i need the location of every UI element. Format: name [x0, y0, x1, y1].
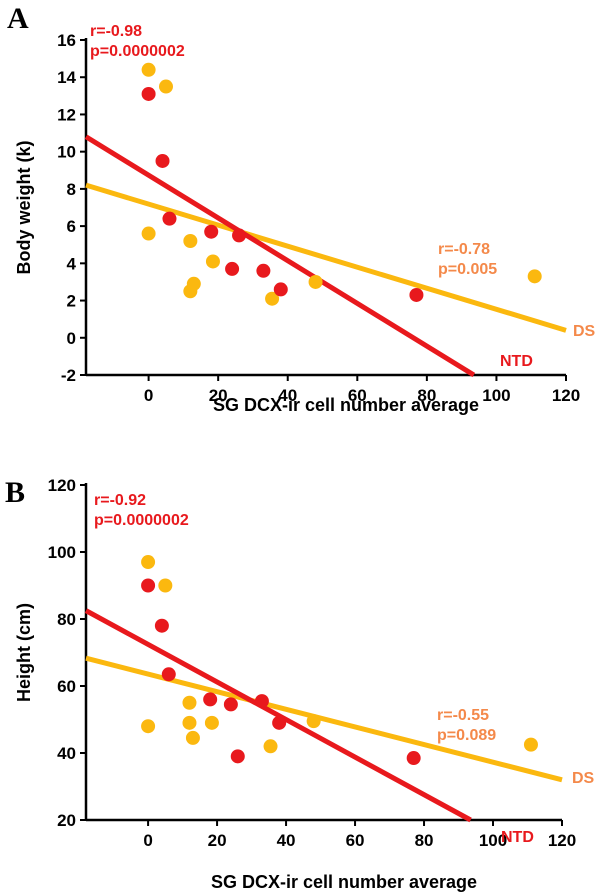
panel-a-letter: A [7, 2, 29, 35]
panel-b-point-ds [306, 714, 321, 729]
panel-a-y-tick-label: 4 [67, 254, 77, 273]
panel-b-p-value-ntd: p=0.0000002 [94, 512, 189, 529]
panel-b-point-ntd [254, 694, 269, 709]
panel-b-y-tick-label: 80 [57, 610, 76, 629]
panel-b-point-ntd [223, 697, 238, 712]
panel-b-point-ntd [406, 751, 421, 766]
panel-a-point-ntd [204, 224, 219, 239]
panel-b-letter: B [5, 476, 25, 509]
panel-a-p-value-ntd: p=0.0000002 [90, 43, 185, 60]
panel-b-point-ntd [141, 578, 156, 593]
panel-a-point-ntd [273, 282, 288, 297]
panel-b-point-ds [141, 719, 156, 734]
panel-a-y-tick-label: 6 [67, 217, 76, 236]
panel-b-point-ds [158, 578, 173, 593]
panel-b-y-tick-label: 120 [48, 476, 76, 495]
panel-b-point-ds [263, 739, 278, 754]
panel-a-x-tick-label: 100 [482, 386, 510, 405]
panel-b-x-axis-title: SG DCX-ir cell number average [211, 872, 477, 892]
panel-a-r-value-ntd: r=-0.98 [90, 23, 142, 40]
panel-a-point-ds [205, 254, 220, 269]
panel-a-x-tick-label: 20 [209, 386, 228, 405]
panel-b-x-tick-label: 20 [208, 831, 227, 850]
panel-b-y-tick-label: 20 [57, 811, 76, 830]
panel-a-y-tick-label: 10 [57, 143, 76, 162]
panel-b-point-ds [204, 715, 219, 730]
panel-a-point-ds [141, 62, 156, 77]
panel-b-r-value-ntd: r=-0.92 [94, 492, 146, 509]
panel-b-y-tick-label: 100 [48, 543, 76, 562]
panel-b-point-ntd [272, 715, 287, 730]
panel-a-y-axis-title: Body weight (k) [14, 140, 34, 274]
panel-a-point-ntd [409, 287, 424, 302]
panel-a-line-label-ntd: NTD [500, 353, 533, 370]
panel-b-p-value-ds: p=0.089 [437, 727, 496, 744]
panel-a-point-ds [159, 79, 173, 94]
panel-b-point-ntd [203, 692, 218, 707]
panel-a-y-tick-label: 16 [57, 31, 76, 50]
panel-a-point-ds [141, 226, 156, 241]
panel-a-y-tick-label: 2 [67, 292, 76, 311]
panel-b-point-ds [523, 737, 538, 752]
panel-a-y-tick-label: 14 [57, 68, 76, 87]
panel-a-point-ntd [162, 211, 177, 226]
panel-a-point-ds [183, 234, 198, 248]
panel-b-line-label-ds: DS [572, 770, 595, 787]
panel-b-point-ntd [154, 618, 169, 633]
panel-b-x-tick-label: 80 [415, 831, 434, 850]
panel-a-fit-line-ds [85, 182, 567, 333]
panel-a-point-ntd [141, 86, 156, 101]
panel-b-y-tick-label: 40 [57, 744, 76, 763]
panel-a-point-ntd [225, 261, 240, 276]
panel-a-x-tick-label: 60 [348, 386, 367, 405]
panel-b-x-tick-label: 40 [277, 831, 296, 850]
panel-a-point-ntd [155, 153, 170, 168]
panel-b-x-tick-label: 120 [548, 831, 576, 850]
panel-a-line-label-ds: DS [573, 323, 596, 340]
panel-b-point-ntd [161, 667, 176, 682]
panel-a-point-ds [186, 276, 201, 291]
panel-b-x-tick-label: 60 [346, 831, 365, 850]
panel-b-point-ds [185, 730, 200, 745]
panel-b-x-tick-label: 0 [143, 831, 152, 850]
panel-a-fit-line-ntd [84, 134, 476, 378]
panel-a-x-tick-label: 80 [417, 386, 436, 405]
panel-b-r-value-ds: r=-0.55 [437, 707, 489, 724]
panel-a-point-ds [527, 269, 542, 284]
panel-a-point-ntd [256, 263, 271, 278]
panel-b-x-tick-label: 100 [479, 831, 507, 850]
panel-a-r-value-ds: r=-0.78 [438, 241, 490, 258]
panel-a-y-tick-label: 12 [57, 105, 76, 124]
panel-a-y-tick-label: 8 [67, 180, 76, 199]
panel-b-point-ds [182, 715, 197, 730]
panel-a-x-tick-label: 0 [144, 386, 153, 405]
panel-b-y-axis-title: Height (cm) [14, 603, 34, 702]
panel-a-x-tick-label: 120 [552, 386, 580, 405]
panel-a-point-ntd [232, 228, 247, 243]
panel-a-x-axis-title: SG DCX-ir cell number average [213, 395, 479, 415]
panel-b-line-label-ntd: NTD [501, 829, 534, 846]
panel-b-point-ds [141, 555, 156, 570]
panel-a-p-value-ds: p=0.005 [438, 261, 497, 278]
panel-b-point-ds [182, 695, 197, 710]
panel-a-point-ds [308, 274, 323, 289]
panel-a-x-tick-label: 40 [278, 386, 297, 405]
panel-b-fit-line-ntd [84, 608, 472, 823]
panel-a-y-tick-label: -2 [61, 366, 76, 385]
panel-b-point-ntd [230, 749, 245, 764]
panel-b-y-tick-label: 60 [57, 677, 76, 696]
panel-a-point-ds [265, 291, 280, 306]
panel-a-y-tick-label: 0 [67, 329, 76, 348]
panel-b-fit-line-ds [85, 655, 563, 783]
